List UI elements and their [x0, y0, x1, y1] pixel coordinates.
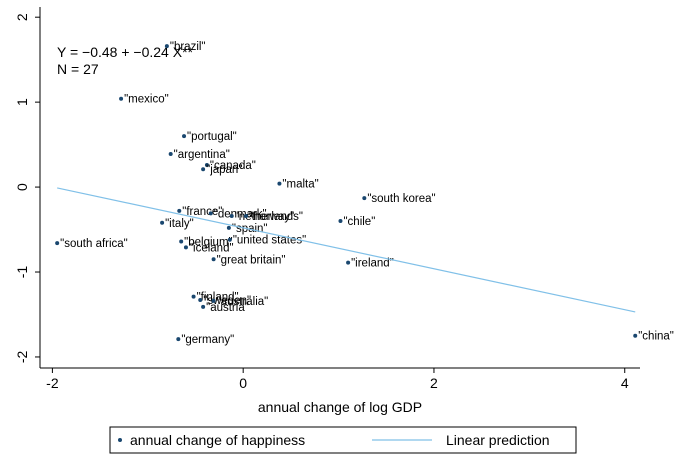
point — [176, 337, 181, 342]
legend-label: annual change of happiness — [130, 432, 305, 448]
point-label: "chile" — [343, 216, 375, 228]
point — [277, 181, 282, 186]
point-label: "austria" — [206, 302, 249, 314]
point-label: "denmark" — [214, 208, 267, 220]
point-label: "south africa" — [60, 238, 128, 250]
point — [168, 151, 173, 156]
point-label: "japan" — [206, 164, 242, 176]
point-label: "united states" — [233, 235, 306, 247]
annotation: N = 27 — [57, 61, 99, 77]
point — [226, 225, 231, 230]
point — [179, 239, 184, 244]
point-label: "ireland" — [351, 258, 394, 270]
y-tick-label: 1 — [14, 98, 30, 106]
point — [227, 237, 232, 242]
point — [346, 260, 351, 265]
point — [164, 44, 169, 49]
point — [191, 294, 196, 299]
point-label: "france" — [182, 206, 222, 218]
point-label: "italy" — [165, 218, 194, 230]
point — [177, 208, 182, 213]
annotation: Y = −0.48 + −0.24 X** — [57, 44, 194, 60]
point-label: "finland" — [197, 292, 239, 304]
point — [633, 333, 638, 338]
point-label: "australia" — [217, 296, 269, 308]
point — [208, 211, 213, 216]
x-tick-label: 0 — [239, 375, 247, 391]
x-tick-label: 4 — [621, 375, 629, 391]
point-label: "argentina" — [174, 149, 230, 161]
point-label: "iceland" — [189, 242, 234, 254]
point-label: "portugal" — [187, 131, 237, 143]
point-label: "malta" — [282, 179, 318, 191]
point-label: "mexico" — [124, 94, 169, 106]
point — [211, 257, 216, 262]
point-label: "germany" — [181, 334, 234, 346]
point — [229, 213, 234, 218]
legend-marker — [118, 438, 122, 442]
point — [119, 96, 124, 101]
fit-line — [57, 187, 636, 313]
legend: annual change of happiness Linear predic… — [109, 426, 577, 454]
point — [211, 298, 216, 303]
y-tick-label: -2 — [14, 351, 30, 364]
point-label: "sweden" — [203, 295, 251, 307]
point — [204, 162, 209, 167]
point-label: "great britain" — [217, 254, 286, 266]
point — [182, 134, 187, 139]
point-label: "belgium" — [184, 236, 232, 248]
point-label: "norway" — [249, 211, 294, 223]
point — [201, 167, 206, 172]
point — [183, 245, 188, 250]
x-tick-label: 2 — [430, 375, 438, 391]
point-label: "brazil" — [170, 41, 206, 53]
point-label: "canada" — [210, 160, 256, 172]
point — [362, 196, 367, 201]
x-axis-label: annual change of log GDP — [258, 399, 422, 415]
point-label: "south korea" — [367, 193, 435, 205]
point — [198, 298, 203, 303]
y-tick-label: -1 — [14, 266, 30, 279]
x-tick-label: -2 — [46, 375, 59, 391]
legend-label: Linear prediction — [446, 432, 550, 448]
point — [244, 213, 249, 218]
point-label: "china" — [638, 331, 674, 343]
point — [338, 219, 343, 224]
point — [55, 241, 60, 246]
legend-box — [109, 426, 577, 454]
point-label: "netherlands" — [235, 211, 303, 223]
y-tick-label: 0 — [14, 183, 30, 191]
point — [160, 220, 165, 225]
y-tick-label: 2 — [14, 13, 30, 21]
point — [201, 304, 206, 309]
